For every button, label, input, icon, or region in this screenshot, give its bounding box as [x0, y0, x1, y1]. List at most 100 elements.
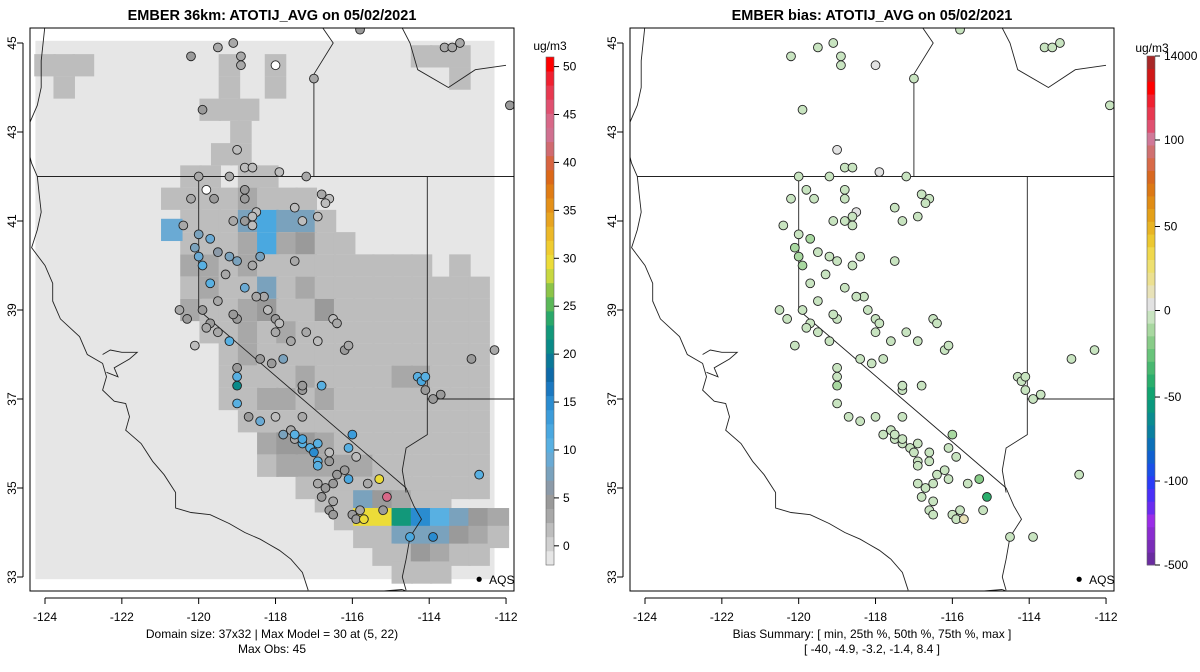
left-footer-line-2: Max Obs: 45: [238, 642, 306, 656]
grid-cell: [353, 410, 375, 433]
obs-point: [228, 216, 239, 226]
colorbar-swatch: [546, 169, 554, 185]
colorbar-swatch: [546, 99, 554, 114]
obs-point: [297, 380, 308, 391]
border-line: [1001, 176, 1028, 493]
obs-point: [278, 354, 289, 364]
obs-point: [355, 505, 365, 516]
grid-cell: [449, 276, 471, 299]
bias-point: [801, 185, 812, 195]
bias-point: [1047, 42, 1058, 53]
grid-cell: [372, 525, 394, 549]
obs-point: [197, 305, 208, 315]
colorbar-swatch: [1147, 208, 1155, 222]
bias-point: [832, 144, 842, 155]
bias-point: [889, 202, 900, 213]
grid-cell: [429, 365, 452, 388]
obs-point: [193, 171, 204, 182]
grid-cell: [410, 343, 433, 366]
grid-cell: [210, 143, 233, 166]
grid-cell: [468, 276, 490, 299]
obs-point: [297, 434, 308, 444]
x-tick-label: -112: [494, 610, 517, 624]
colorbar-tick-label: 10: [563, 443, 577, 457]
colorbar-tick-label: 25: [563, 299, 577, 313]
obs-point: [301, 327, 312, 338]
obs-point: [328, 496, 339, 507]
grid-cell: [449, 432, 471, 455]
right-x-axis: -124 -122 -120 -118 -116 -114 -112: [633, 597, 1118, 624]
bias-point: [1005, 532, 1015, 542]
colorbar-swatch: [546, 184, 554, 199]
obs-point: [255, 354, 266, 364]
colorbar-swatch: [1147, 514, 1155, 528]
grid-cell: [314, 232, 337, 255]
grid-cell: [353, 254, 375, 277]
obs-point: [309, 447, 319, 458]
colorbar-swatch: [546, 282, 554, 298]
colorbar-swatch: [546, 466, 554, 481]
grid-cell: [353, 298, 375, 322]
obs-point: [312, 438, 323, 449]
grid-cell: [218, 54, 241, 77]
grid-cell: [391, 432, 414, 455]
colorbar-swatch: [1147, 68, 1155, 82]
grid-cell: [218, 232, 241, 255]
obs-point: [255, 251, 266, 262]
obs-point: [312, 336, 323, 347]
obs-point: [339, 465, 350, 476]
obs-point: [247, 260, 258, 271]
obs-point: [359, 514, 369, 525]
grid-cell: [295, 232, 318, 255]
obs-point: [289, 429, 300, 440]
obs-point: [220, 269, 231, 280]
bias-point: [978, 505, 988, 516]
obs-point: [312, 460, 323, 471]
colorbar-swatch: [546, 452, 554, 467]
grid-cell: [276, 232, 298, 255]
colorbar-swatch: [546, 550, 554, 566]
bias-point: [870, 60, 881, 71]
obs-point: [247, 220, 258, 231]
colorbar-swatch: [546, 212, 554, 227]
bias-point: [862, 305, 873, 315]
colorbar-swatch: [546, 311, 554, 326]
bias-point: [889, 429, 900, 440]
obs-point: [213, 42, 223, 53]
obs-point: [286, 336, 296, 347]
grid-cell: [410, 321, 433, 344]
obs-point: [270, 327, 281, 338]
bias-point: [912, 336, 923, 347]
colorbar-swatch: [1147, 259, 1155, 273]
bias-point: [897, 411, 908, 422]
obs-point: [262, 305, 273, 315]
bias-point: [793, 171, 804, 182]
obs-point: [351, 452, 362, 462]
colorbar-swatch: [1147, 132, 1155, 146]
grid-cell: [410, 276, 433, 299]
grid-cell: [218, 187, 241, 210]
colorbar-swatch: [546, 367, 554, 382]
colorbar-swatch: [546, 113, 554, 128]
colorbar-swatch: [1147, 56, 1155, 70]
obs-point: [201, 322, 212, 333]
bias-point: [916, 189, 927, 200]
grid-cell: [72, 54, 95, 77]
colorbar-tick-label: 45: [563, 108, 577, 122]
bias-point: [813, 296, 823, 306]
grid-cell: [372, 454, 394, 477]
obs-point: [347, 429, 358, 440]
y-tick-label: 43: [5, 125, 19, 139]
colorbar-swatch: [546, 325, 554, 340]
grid-cell: [391, 387, 414, 411]
bias-point: [912, 438, 923, 449]
grid-cell: [353, 343, 375, 366]
x-tick-label: -124: [33, 610, 57, 624]
grid-cell: [333, 254, 356, 277]
bias-point: [912, 211, 923, 222]
obs-point: [178, 220, 189, 231]
colorbar-swatch: [546, 381, 554, 397]
grid-cell: [372, 365, 394, 388]
grid-cell: [372, 410, 394, 433]
